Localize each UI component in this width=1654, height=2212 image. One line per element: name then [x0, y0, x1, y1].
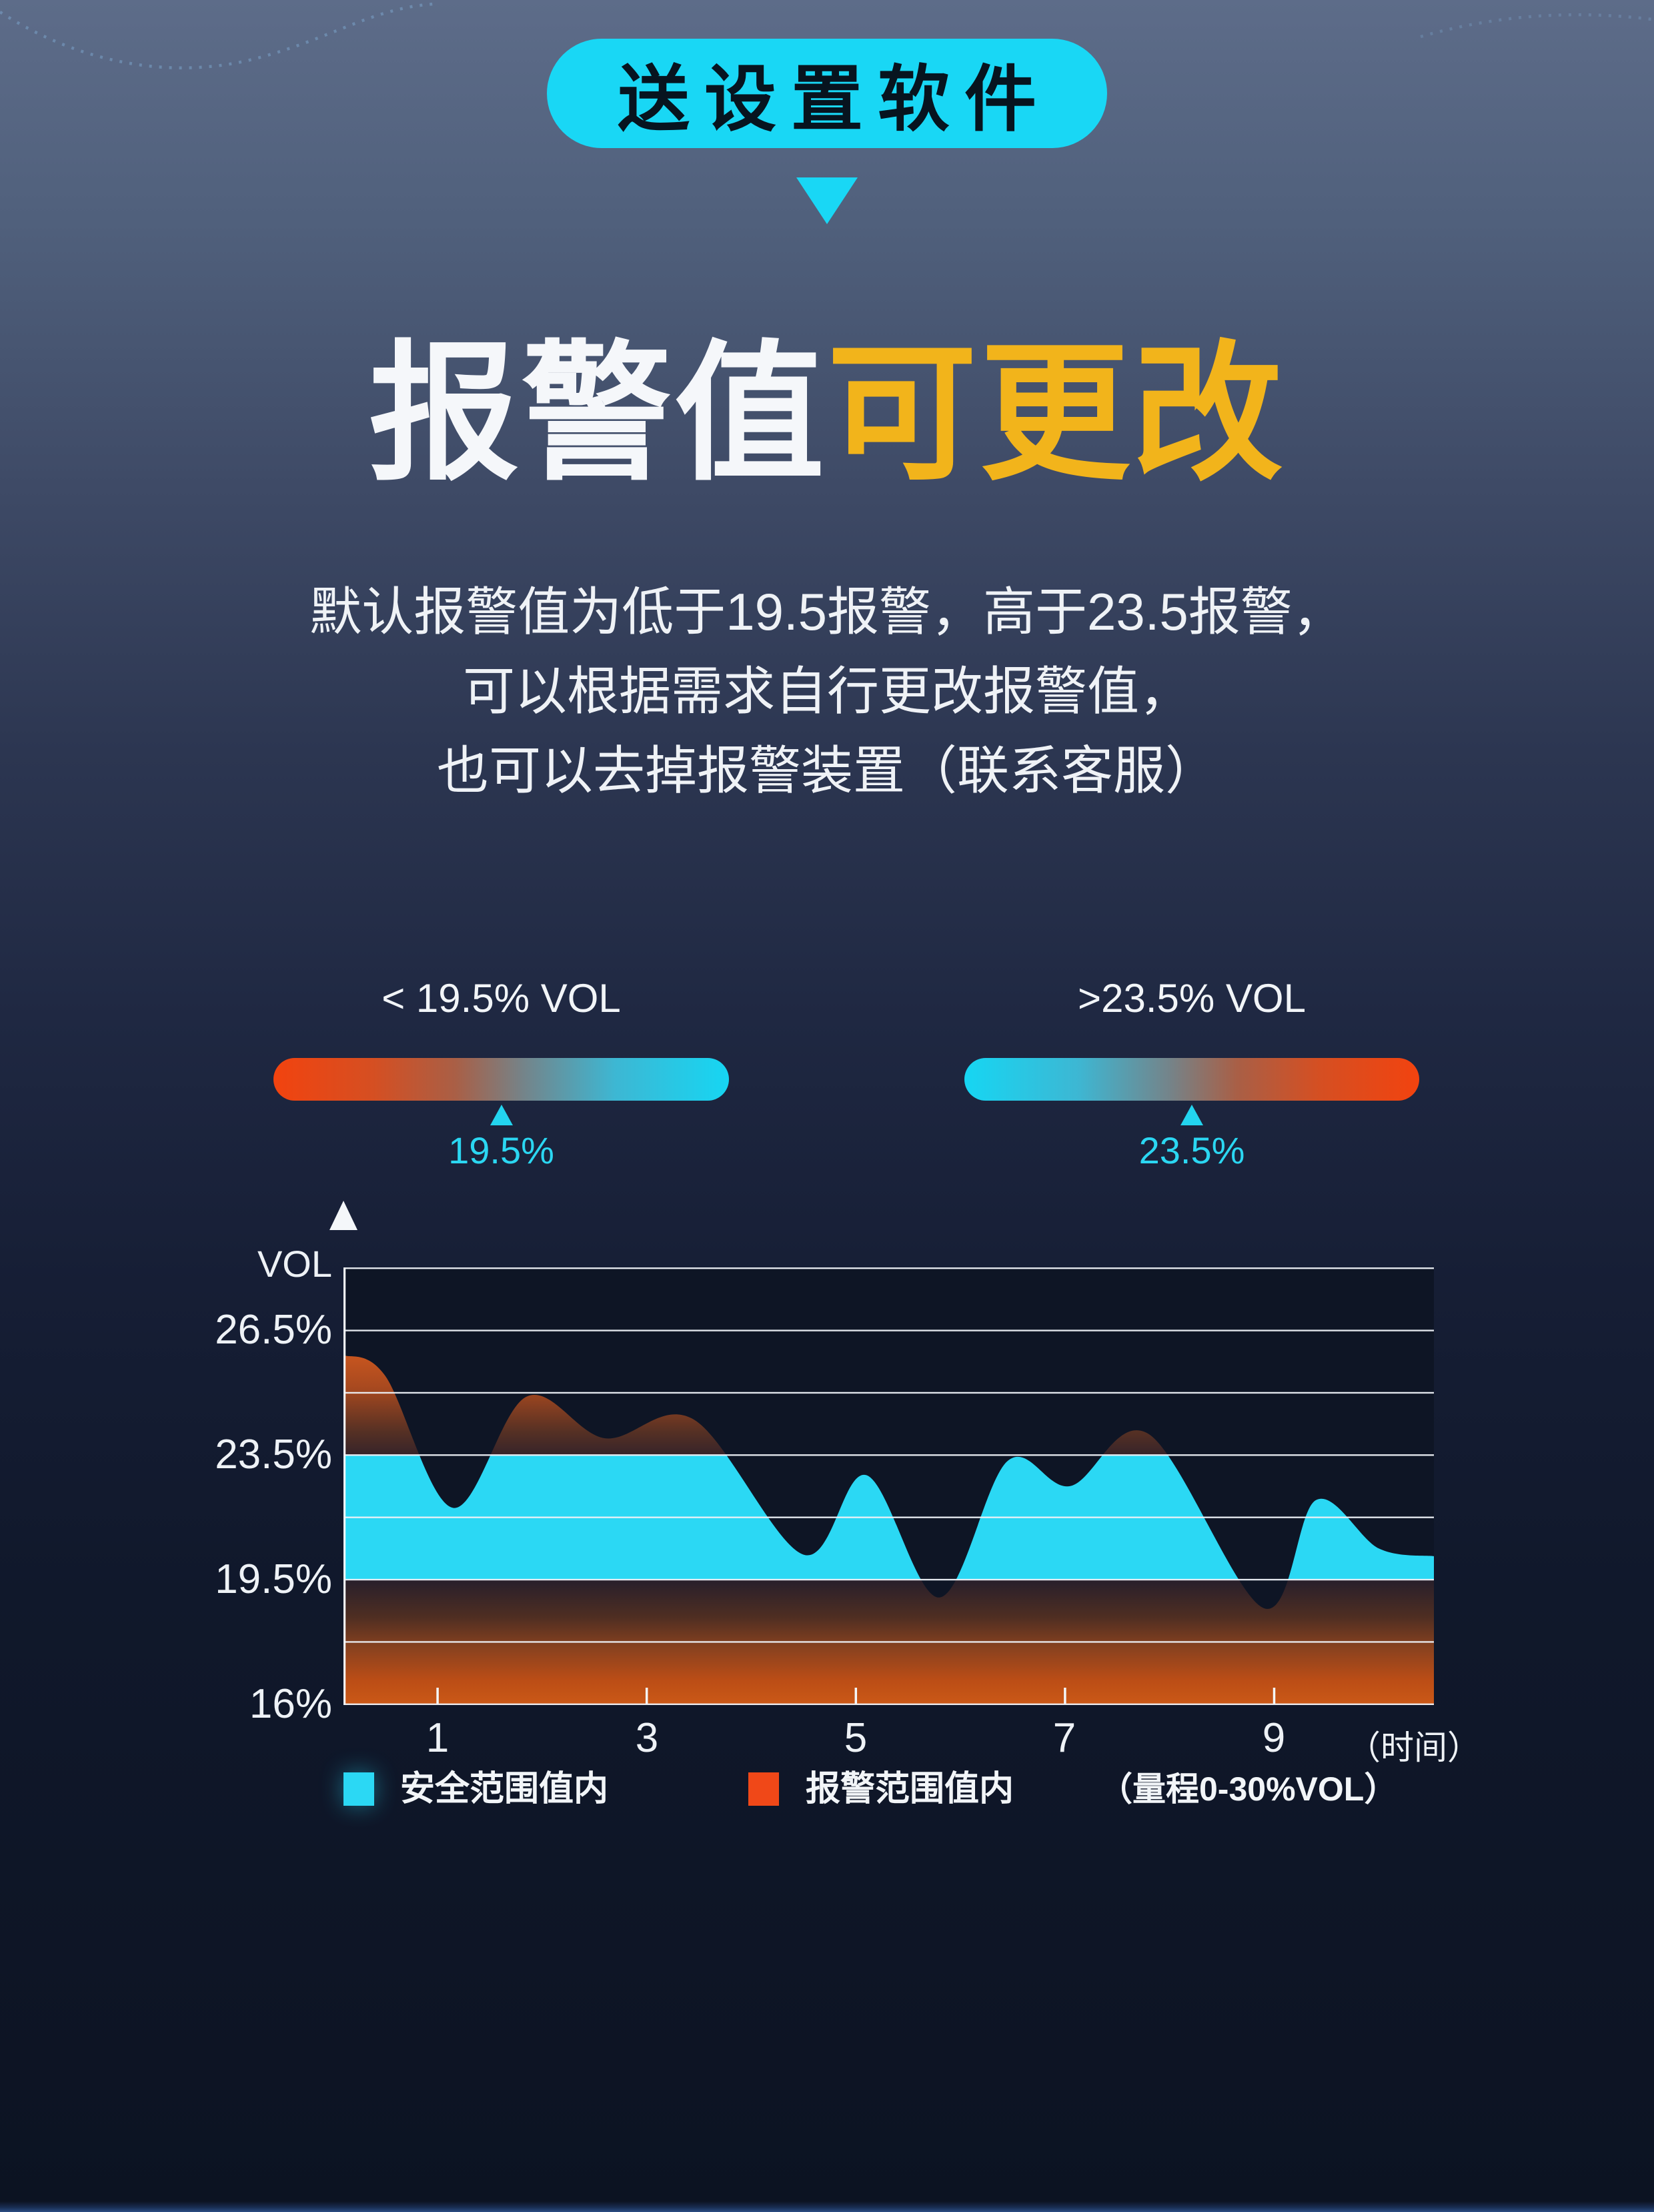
legend-label-safe: 安全范围值内 — [400, 1770, 609, 1808]
oxygen-level-area-chart — [343, 1267, 1434, 1705]
low-threshold-heading: < 19.5% VOL — [381, 976, 621, 1021]
x-tick-label: 3 — [635, 1715, 659, 1761]
high-threshold-heading: >23.5% VOL — [1078, 976, 1306, 1021]
legend-swatch-safe — [343, 1772, 374, 1806]
x-tick-label: 9 — [1262, 1715, 1286, 1761]
x-tick-label: 7 — [1052, 1715, 1076, 1761]
description-text: 默认报警值为低于19.5报警，高于23.5报警， 可以根据需求自行更改报警值， … — [0, 572, 1654, 810]
high-threshold-marker-value: 23.5% — [1138, 1129, 1245, 1171]
chevron-down-icon — [796, 177, 858, 224]
high-threshold-gradient-bar — [964, 1058, 1419, 1101]
legend-swatch-alarm — [748, 1772, 779, 1806]
decorative-dotted-waves — [0, 2, 1654, 69]
gift-software-badge: 送设置软件 — [547, 39, 1107, 148]
low-threshold-gradient-bar — [273, 1058, 729, 1101]
y-tick-label: 19.5% — [215, 1556, 332, 1602]
triangle-up-icon — [490, 1105, 513, 1125]
x-axis-unit-label: （时间） — [1347, 1729, 1481, 1766]
gridlines — [343, 1267, 1434, 1705]
below-low-threshold-notch — [920, 1580, 1289, 1609]
y-tick-label: 16% — [249, 1681, 332, 1727]
dotted-wave-left — [0, 2, 434, 69]
low-threshold-marker-value: 19.5% — [448, 1129, 554, 1171]
dotted-wave-right — [1420, 13, 1654, 39]
bottom-divider-strip — [0, 2201, 1654, 2212]
y-axis-label: VOL — [257, 1243, 332, 1285]
x-tick-label: 5 — [844, 1715, 868, 1761]
low-threshold-group: < 19.5% VOL 19.5% — [273, 974, 729, 1171]
legend-label-alarm: 报警范围值内 — [806, 1770, 1014, 1808]
x-tick-label: 1 — [426, 1715, 450, 1761]
x-tick-marks — [436, 1688, 1276, 1704]
y-axis-arrow-icon — [329, 1201, 357, 1230]
description-line: 默认报警值为低于19.5报警，高于23.5报警， — [309, 582, 1345, 641]
y-tick-label: 23.5% — [215, 1432, 332, 1478]
triangle-up-icon — [1180, 1105, 1203, 1125]
page-title: 报警值可更改 — [0, 332, 1654, 496]
page-title-white: 报警值 — [369, 330, 827, 498]
y-tick-label: 26.5% — [215, 1307, 332, 1353]
alarm-area-fill — [343, 1355, 1168, 1455]
page-title-yellow: 可更改 — [827, 330, 1285, 498]
measuring-range-note: （量程0-30%VOL） — [1099, 1770, 1398, 1808]
high-threshold-group: >23.5% VOL 23.5% — [964, 974, 1419, 1171]
description-line: 可以根据需求自行更改报警值， — [462, 662, 1191, 720]
description-line: 也可以去掉报警装置（联系客服） — [436, 741, 1217, 800]
